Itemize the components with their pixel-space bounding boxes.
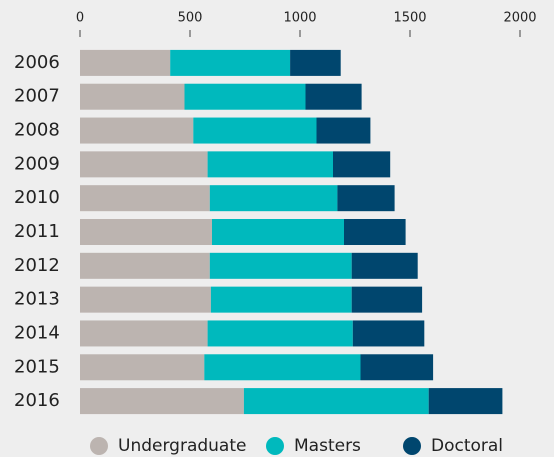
y-tick-label: 2011 bbox=[14, 221, 60, 242]
bar-segment bbox=[80, 286, 211, 313]
bar-segment bbox=[333, 151, 391, 178]
y-tick-label: 2008 bbox=[14, 120, 60, 141]
y-tick-label: 2006 bbox=[14, 52, 60, 73]
bar-segment bbox=[80, 354, 205, 381]
bar-segment bbox=[209, 252, 352, 279]
y-tick-label: 2010 bbox=[14, 187, 60, 208]
bar-segment bbox=[305, 83, 362, 110]
legend-marker bbox=[403, 437, 421, 455]
y-tick-label: 2007 bbox=[14, 86, 60, 107]
bar-segment bbox=[360, 354, 434, 381]
x-tick-label: 1500 bbox=[393, 11, 426, 26]
bar-segment bbox=[351, 286, 423, 313]
bar-segment bbox=[428, 388, 503, 415]
bar-segment bbox=[344, 219, 406, 245]
bar-segment bbox=[204, 354, 361, 381]
legend-label: Doctoral bbox=[431, 436, 503, 456]
bar-segment bbox=[80, 83, 185, 110]
y-tick-label: 2012 bbox=[14, 255, 60, 276]
bar-segment bbox=[352, 320, 425, 347]
x-tick-label: 500 bbox=[178, 11, 203, 26]
y-tick-label: 2013 bbox=[14, 289, 60, 310]
y-tick-label: 2009 bbox=[14, 153, 60, 174]
x-tick-label: 1000 bbox=[283, 11, 316, 26]
bar-segment bbox=[210, 286, 352, 313]
bar-segment bbox=[290, 49, 341, 76]
bar-segment bbox=[80, 185, 210, 212]
bar-segment bbox=[80, 49, 171, 76]
bar-segment bbox=[351, 252, 418, 279]
bar-segment bbox=[80, 117, 194, 144]
x-tick-label: 2000 bbox=[503, 11, 536, 26]
legend-label: Undergraduate bbox=[118, 436, 246, 456]
legend-marker bbox=[266, 437, 284, 455]
y-tick-label: 2014 bbox=[14, 322, 60, 343]
bar-segment bbox=[209, 185, 338, 212]
bar-segment bbox=[243, 388, 429, 415]
bar-segment bbox=[170, 49, 291, 76]
bar-segment bbox=[316, 117, 371, 144]
legend-marker bbox=[90, 437, 108, 455]
bar-segment bbox=[207, 151, 333, 178]
bar-segment bbox=[80, 388, 244, 415]
bar-segment bbox=[80, 252, 210, 279]
bar-segment bbox=[193, 117, 317, 144]
bar-segment bbox=[184, 83, 306, 110]
bar-segment bbox=[80, 151, 208, 178]
x-tick-label: 0 bbox=[76, 11, 84, 26]
bar-segment bbox=[80, 320, 208, 347]
bar-segment bbox=[207, 320, 353, 347]
y-tick-label: 2015 bbox=[14, 356, 60, 377]
y-tick-label: 2016 bbox=[14, 390, 60, 411]
bar-segment bbox=[212, 219, 344, 245]
bar-segment bbox=[80, 219, 212, 245]
legend-label: Masters bbox=[294, 436, 361, 456]
bar-segment bbox=[337, 185, 395, 212]
